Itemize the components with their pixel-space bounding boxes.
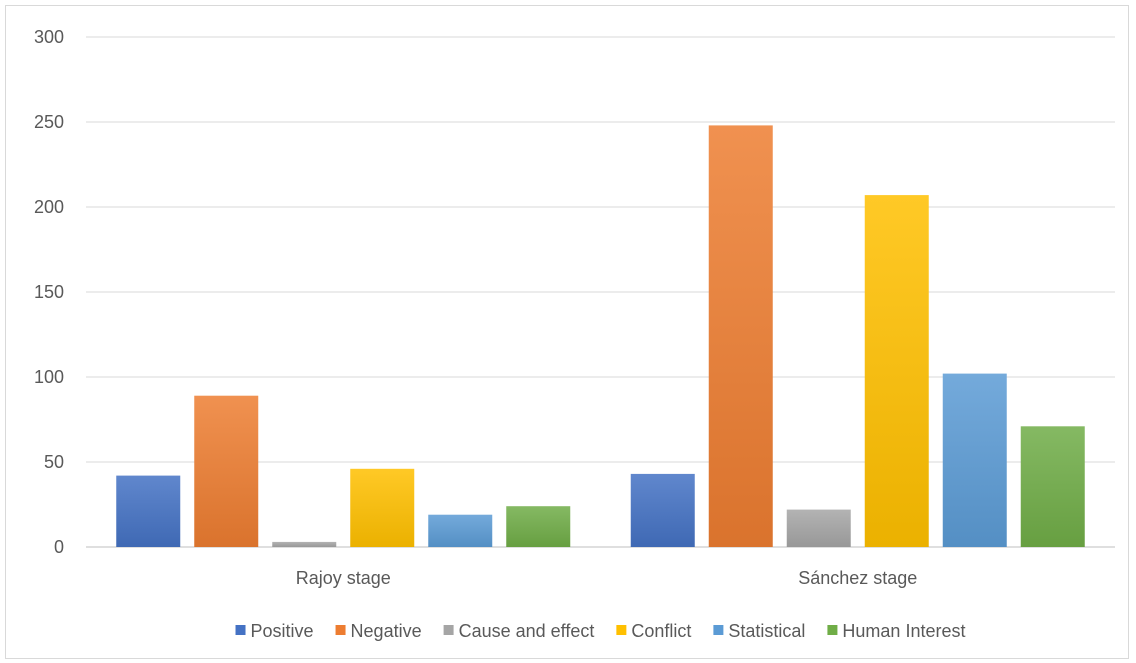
- legend-label: Negative: [351, 621, 422, 641]
- y-tick-label: 250: [34, 112, 64, 132]
- legend-swatch: [235, 625, 246, 635]
- bar-positive-1: [630, 473, 695, 547]
- legend-item-negative: Negative: [335, 621, 422, 641]
- y-tick-label: 50: [44, 452, 64, 472]
- legend-label: Human Interest: [842, 621, 965, 641]
- legend-swatch: [335, 625, 346, 635]
- bar-statistical-0: [428, 514, 493, 547]
- legend-label: Statistical: [728, 621, 805, 641]
- x-category-label: Sánchez stage: [798, 568, 917, 588]
- legend-item-conflict: Conflict: [616, 621, 691, 641]
- legend-swatch: [616, 625, 627, 635]
- y-tick-label: 300: [34, 27, 64, 47]
- bar-conflict-0: [350, 468, 415, 547]
- bar-human-interest-0: [506, 506, 571, 547]
- legend-label: Cause and effect: [459, 621, 595, 641]
- bar-statistical-1: [942, 373, 1007, 547]
- legend-label: Positive: [251, 621, 314, 641]
- bar-negative-0: [194, 395, 259, 547]
- bar-conflict-1: [864, 195, 929, 547]
- legend-label: Conflict: [631, 621, 691, 641]
- legend-item-cause-and-effect: Cause and effect: [443, 621, 595, 641]
- legend-item-human-interest: Human Interest: [827, 621, 965, 641]
- y-tick-label: 150: [34, 282, 64, 302]
- legend-item-positive: Positive: [235, 621, 314, 641]
- bar-negative-1: [708, 125, 773, 548]
- chart-frame: [5, 5, 1129, 659]
- bar-cause-and-effect-1: [786, 509, 851, 547]
- bar-positive-0: [116, 475, 181, 547]
- y-tick-label: 100: [34, 367, 64, 387]
- bar-cause-and-effect-0: [272, 541, 337, 547]
- bar-human-interest-1: [1020, 426, 1085, 547]
- legend-swatch: [713, 625, 724, 635]
- legend-item-statistical: Statistical: [713, 621, 805, 641]
- legend-swatch: [443, 625, 454, 635]
- x-category-label: Rajoy stage: [296, 568, 391, 588]
- legend-swatch: [827, 625, 838, 635]
- y-tick-label: 0: [54, 537, 64, 557]
- y-tick-label: 200: [34, 197, 64, 217]
